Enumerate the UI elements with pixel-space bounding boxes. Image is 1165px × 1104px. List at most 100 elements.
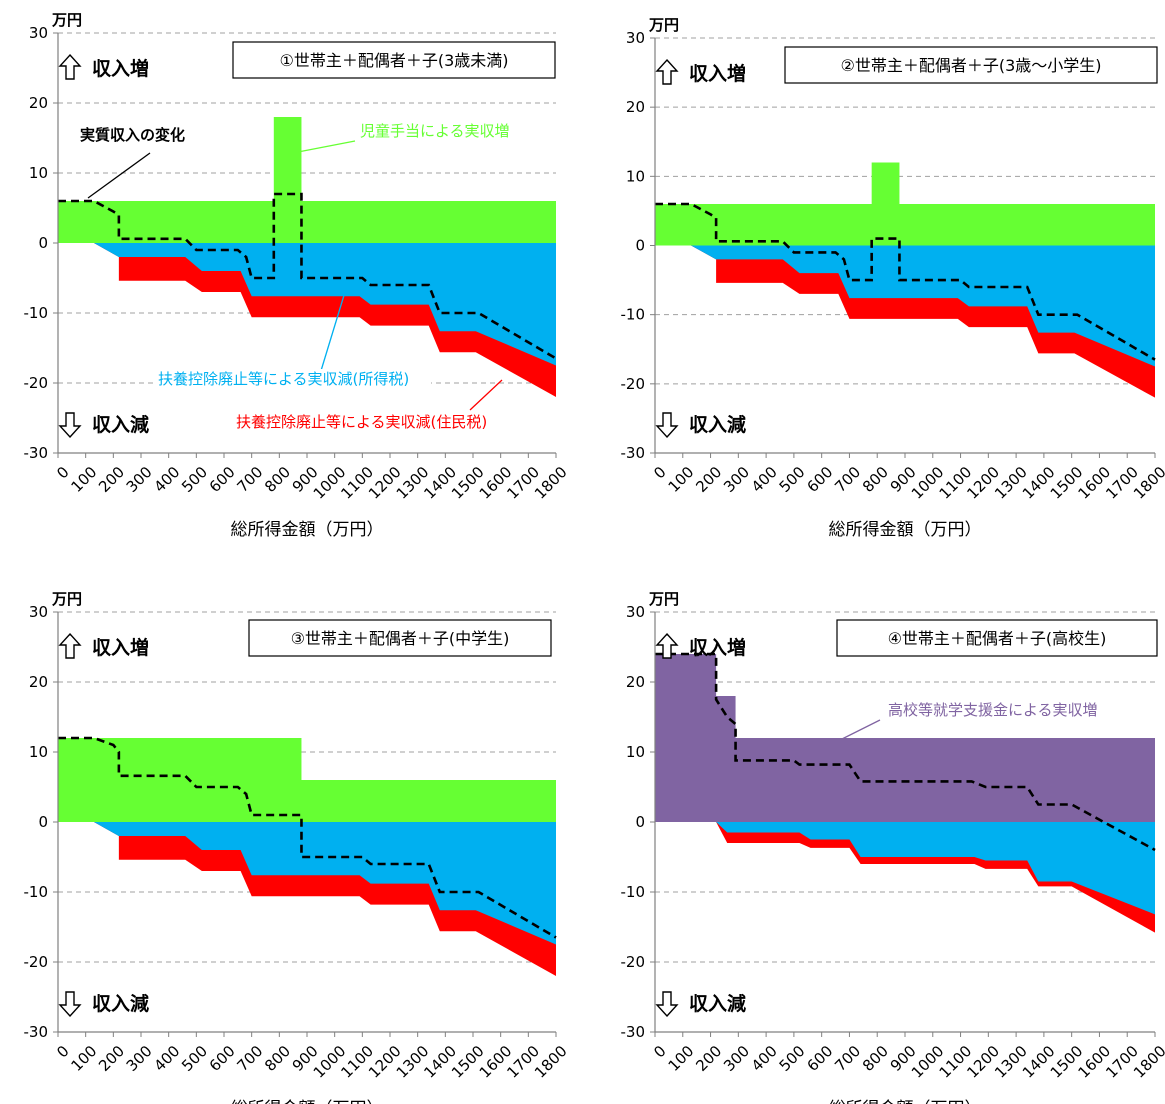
chart-panel-4: 3020100-10-20-30010020030040050060070080…: [621, 590, 1165, 1104]
y-tick-label: -20: [621, 375, 646, 393]
y-tick-label: 10: [29, 743, 48, 761]
x-axis-label: 総所得金額（万円）: [231, 1099, 384, 1104]
x-tick-label: 400: [150, 463, 183, 496]
x-tick-label: 500: [178, 1042, 211, 1075]
x-tick-label: 200: [95, 1042, 128, 1075]
x-tick-label: 500: [776, 463, 809, 496]
x-tick-label: 0: [650, 1042, 669, 1061]
x-tick-label: 100: [665, 463, 698, 496]
series-area-income-tax: [655, 822, 1155, 915]
x-tick-label: 700: [831, 1042, 864, 1075]
y-tick-label: 20: [626, 98, 645, 116]
x-tick-label: 200: [95, 463, 128, 496]
series-line-net-change: [655, 652, 1156, 852]
x-tick-label: 300: [123, 463, 156, 496]
y-tick-label: -30: [621, 444, 646, 462]
x-tick-label: 800: [261, 463, 294, 496]
x-tick-label: 300: [720, 463, 753, 496]
x-axis-label: 総所得金額（万円）: [829, 520, 982, 540]
x-tick-label: 1800: [1130, 463, 1165, 503]
annotation-leader: [839, 719, 881, 741]
x-tick-label: 700: [233, 463, 266, 496]
x-tick-label: 500: [776, 1042, 809, 1075]
y-tick-label: 10: [626, 743, 645, 761]
y-tick-label: 10: [626, 167, 645, 185]
series-line-net-change: [58, 736, 557, 939]
chart-title: ①世帯主＋配偶者＋子(3歳未満): [279, 51, 508, 70]
x-tick-label: 700: [233, 1042, 266, 1075]
annotation-leader: [297, 140, 356, 153]
x-tick-label: 100: [665, 1042, 698, 1075]
x-tick-label: 200: [692, 1042, 725, 1075]
y-tick-label: 0: [38, 813, 48, 831]
x-tick-label: 300: [720, 1042, 753, 1075]
x-tick-label: 300: [123, 1042, 156, 1075]
x-tick-label: 600: [206, 1042, 239, 1075]
series-area-income-tax: [58, 243, 556, 366]
annotation-leader: [319, 291, 346, 375]
chart-title: ④世帯主＋配偶者＋子(高校生): [888, 629, 1107, 648]
y-tick-label: 0: [635, 813, 645, 831]
x-tick-label: 1800: [531, 463, 571, 503]
y-tick-label: 30: [29, 24, 48, 42]
annotation-label: 扶養控除廃止等による実収減(所得税): [158, 370, 409, 388]
x-tick-label: 200: [692, 463, 725, 496]
y-unit-label: 万円: [51, 11, 82, 29]
income-decrease-label: 収入減: [92, 413, 149, 436]
series-line-net-change: [58, 192, 557, 360]
x-tick-label: 600: [803, 1042, 836, 1075]
y-tick-label: -30: [24, 444, 49, 462]
y-tick-label: -20: [621, 953, 646, 971]
annotation-leader: [469, 379, 503, 411]
x-tick-label: 800: [859, 463, 892, 496]
x-tick-label: 400: [150, 1042, 183, 1075]
title-box: [784, 46, 1158, 84]
income-decrease-label: 収入減: [689, 992, 746, 1015]
x-tick-label: 600: [803, 463, 836, 496]
annotation-bg: [155, 369, 431, 389]
chart-title: ③世帯主＋配偶者＋子(中学生): [291, 629, 510, 648]
y-tick-label: -20: [24, 953, 49, 971]
series-area-income-tax: [58, 822, 556, 945]
y-tick-label: -30: [621, 1023, 646, 1041]
income-increase-label: 収入増: [689, 636, 746, 659]
income-increase-label: 収入増: [689, 62, 746, 85]
income-decrease-label: 収入減: [689, 413, 746, 436]
y-tick-label: 10: [29, 164, 48, 182]
x-tick-label: 700: [831, 463, 864, 496]
x-tick-label: 0: [650, 463, 669, 482]
series-area-income-tax: [655, 245, 1155, 367]
arrow-down-icon: [58, 991, 82, 1018]
x-tick-label: 100: [67, 1042, 100, 1075]
x-tick-label: 800: [859, 1042, 892, 1075]
y-tick-label: -20: [24, 374, 49, 392]
y-tick-label: -10: [24, 883, 49, 901]
arrow-down-icon: [58, 412, 82, 439]
y-tick-label: -10: [24, 304, 49, 322]
x-tick-label: 600: [206, 463, 239, 496]
y-tick-label: -10: [621, 883, 646, 901]
x-tick-label: 500: [178, 463, 211, 496]
y-unit-label: 万円: [648, 590, 679, 608]
x-tick-label: 1800: [531, 1042, 571, 1082]
y-tick-label: 30: [626, 603, 645, 621]
y-unit-label: 万円: [51, 590, 82, 608]
arrow-up-icon: [655, 58, 679, 85]
chart-panel-3: 3020100-10-20-30010020030040050060070080…: [24, 590, 571, 1104]
y-unit-label: 万円: [648, 16, 679, 34]
series-area: [58, 117, 556, 243]
series-area: [655, 162, 1155, 246]
title-box: [836, 619, 1158, 657]
chart-title: ②世帯主＋配偶者＋子(3歳～小学生): [840, 56, 1101, 75]
x-tick-label: 100: [67, 463, 100, 496]
y-tick-label: 20: [626, 673, 645, 691]
chart-panel-1: 3020100-10-20-30010020030040050060070080…: [24, 11, 571, 540]
x-tick-label: 400: [748, 463, 781, 496]
arrow-up-icon: [58, 632, 82, 659]
annotation-leader: [87, 152, 151, 199]
y-tick-label: 30: [626, 29, 645, 47]
y-tick-label: 20: [29, 94, 48, 112]
y-tick-label: 30: [29, 603, 48, 621]
arrow-up-icon: [58, 53, 82, 80]
